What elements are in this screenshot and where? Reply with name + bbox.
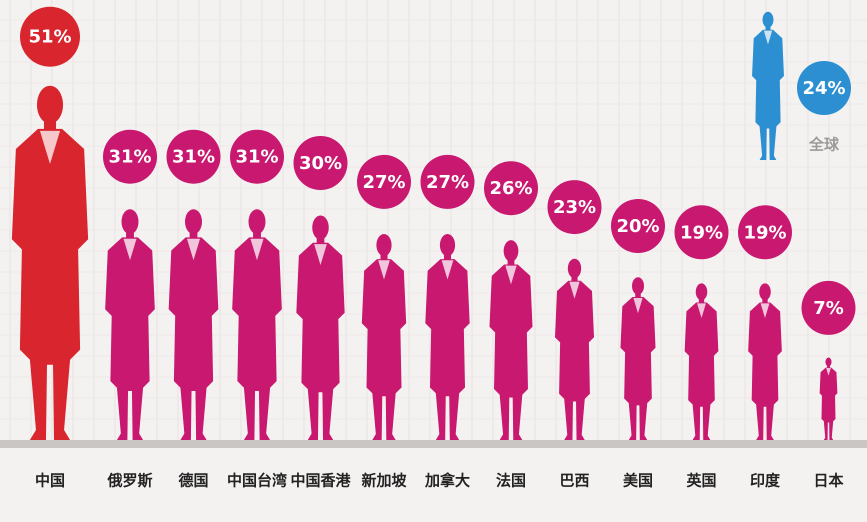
value-label: 19%: [680, 222, 723, 243]
value-label: 20%: [616, 216, 659, 237]
value-label: 31%: [108, 147, 151, 168]
figure-body: [555, 281, 594, 440]
figure: [620, 277, 655, 440]
figure-head: [568, 259, 581, 279]
figure-head: [185, 209, 202, 234]
figure-head: [249, 209, 266, 234]
x-tick-label: 法国: [496, 472, 526, 490]
global-label: 全球: [808, 136, 840, 154]
x-tick-label: 日本: [813, 472, 843, 490]
figure-head: [122, 209, 139, 234]
figure-head: [376, 234, 391, 256]
value-label: 31%: [172, 147, 215, 168]
value-label: 19%: [743, 222, 786, 243]
figure-head: [825, 358, 831, 367]
figure: [685, 283, 719, 440]
floor: [0, 440, 867, 448]
x-tick-label: 巴西: [559, 472, 589, 490]
value-label: 51%: [28, 27, 71, 48]
figure: [752, 12, 784, 160]
value-label: 27%: [362, 172, 405, 193]
figure-body: [489, 265, 532, 440]
figure-body: [12, 129, 88, 440]
figure-body: [752, 30, 784, 160]
figure-body: [425, 259, 469, 440]
figure: [489, 240, 532, 440]
figure-head: [37, 86, 63, 124]
figure-body: [105, 237, 155, 440]
x-tick-label: 德国: [178, 472, 208, 490]
value-label: 27%: [426, 172, 469, 193]
x-tick-label: 美国: [623, 472, 653, 490]
value-label: 31%: [235, 147, 278, 168]
value-label: 26%: [489, 178, 532, 199]
value-label: 7%: [813, 298, 844, 319]
figure-head: [312, 215, 329, 239]
figure-head: [759, 283, 771, 300]
x-tick-label: 新加坡: [361, 472, 406, 490]
x-tick-label: 英国: [686, 472, 716, 490]
figure: [105, 209, 155, 440]
value-label: 23%: [553, 197, 596, 218]
figure: [232, 209, 282, 440]
chart: 51% 中国 31% 俄罗斯 31% 德国 31% 中国台湾 30% 中国香港 27% 新加坡 27% 加…: [0, 0, 867, 522]
figure-body: [362, 259, 406, 440]
figure-head: [763, 12, 774, 28]
figure-head: [504, 240, 519, 262]
figure: [425, 234, 469, 440]
x-tick-label: 俄罗斯: [106, 472, 152, 490]
figure: [12, 86, 88, 440]
figure: [555, 259, 594, 440]
x-tick-label: 加拿大: [424, 472, 470, 490]
figure-body: [169, 237, 219, 440]
x-tick-label: 印度: [750, 472, 781, 490]
figure-body: [232, 237, 282, 440]
x-tick-label: 中国: [35, 472, 65, 490]
figure-head: [632, 277, 644, 295]
value-label: 30%: [299, 153, 342, 174]
figure: [748, 283, 782, 440]
x-tick-label: 中国香港: [290, 472, 351, 490]
value-label: 24%: [802, 78, 845, 99]
x-tick-label: 中国台湾: [227, 472, 287, 490]
figure: [169, 209, 219, 440]
page: {"chart_data": {"type": "pictograph", "c…: [0, 0, 867, 522]
figure-head: [696, 283, 708, 300]
figure: [362, 234, 406, 440]
figure-head: [440, 234, 455, 256]
